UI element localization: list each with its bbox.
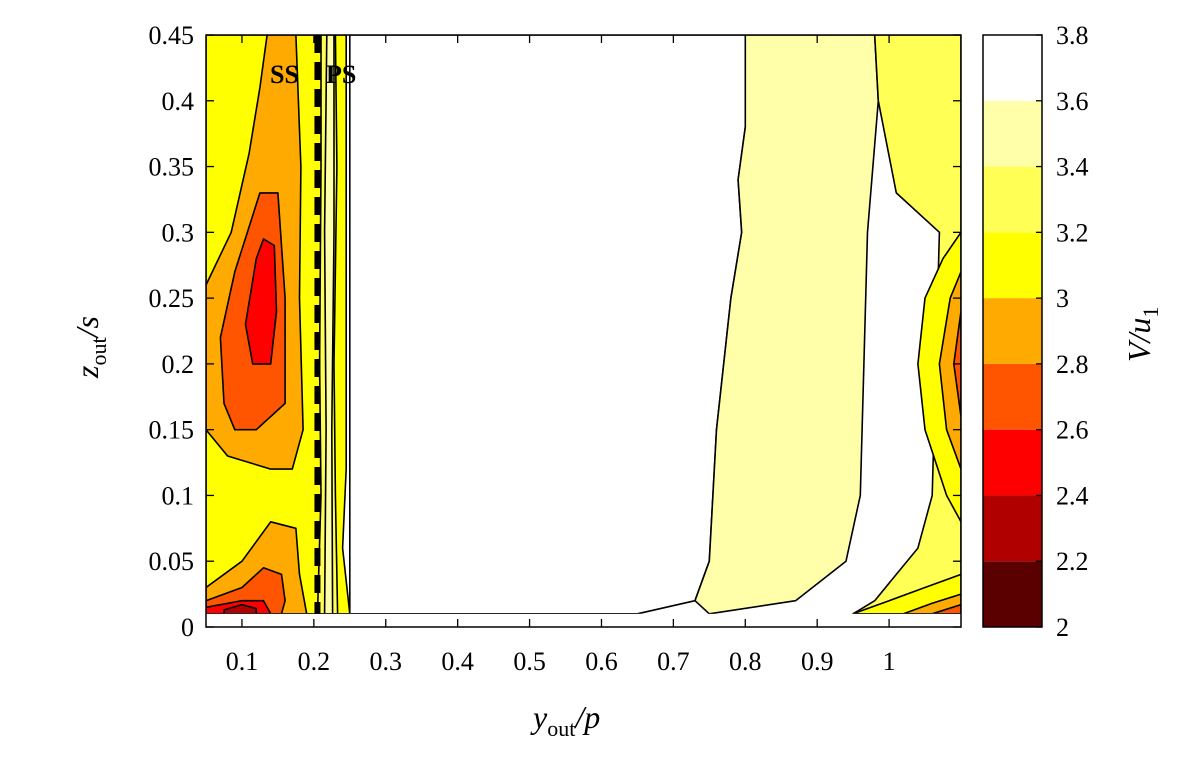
colorbar-tick-label: 2.6 [1056, 416, 1089, 445]
y-tick-label: 0.35 [149, 153, 195, 182]
colorbar-tick-label: 2.8 [1056, 350, 1089, 379]
colorbar-swatch [983, 363, 1042, 430]
x-tick-label: 0.8 [729, 647, 762, 676]
colorbar-tick-label: 3 [1056, 284, 1069, 313]
y-axis-label: zout/s [69, 316, 111, 379]
y-tick-label: 0.3 [162, 218, 195, 247]
x-tick-label: 0.1 [226, 647, 259, 676]
x-tick-label: 0.4 [441, 647, 474, 676]
y-tick-label: 0.45 [149, 21, 195, 50]
no-data-strip [206, 613, 961, 627]
x-tick-label: 0.9 [801, 647, 834, 676]
colorbar-tick-label: 3.2 [1056, 218, 1089, 247]
colorbar-swatch [983, 429, 1042, 496]
x-tick-label: 0.2 [298, 647, 331, 676]
contour-region-14 [938, 270, 961, 470]
colorbar: 2 2.2 2.4 2.6 2.8 3 3.2 3.4 3.6 3.8 [982, 21, 1089, 642]
colorbar-tick-label: 2 [1056, 613, 1069, 642]
contour-region-5 [244, 238, 278, 365]
y-tick-label: 0.25 [149, 284, 195, 313]
annotation-ps: PS [326, 60, 356, 89]
plot-area [206, 35, 961, 627]
contour-region-10 [348, 35, 747, 615]
y-tick-label: 0 [181, 613, 194, 642]
colorbar-swatch [983, 166, 1042, 233]
y-tick-label: 0.1 [162, 481, 195, 510]
y-tick-label: 0.2 [162, 350, 195, 379]
colorbar-swatch [983, 561, 1042, 627]
x-tick-label: 0.7 [657, 647, 690, 676]
contour-region-2 [323, 35, 335, 615]
colorbar-swatch [983, 232, 1042, 299]
x-tick-label: 0.5 [513, 647, 546, 676]
annotation-ss: SS [270, 60, 299, 89]
plot-frame [205, 34, 962, 628]
contour-region-18 [931, 603, 961, 615]
colorbar-tick-label: 2.2 [1056, 547, 1089, 576]
colorbar-label: V/u1 [1121, 307, 1163, 362]
x-tick-label: 1 [883, 647, 896, 676]
y-tick-label: 0.05 [149, 547, 195, 576]
colorbar-tick-label: 3.6 [1056, 87, 1089, 116]
axes: 0.1 0.2 0.3 0.4 0.5 0.6 0.7 0.8 0.9 1 0 0.05 0.1 0.15… [149, 21, 962, 676]
x-axis-label: yout/p [530, 699, 600, 741]
colorbar-swatch [983, 35, 1042, 101]
colorbar-tick-label: 3.8 [1056, 21, 1089, 50]
y-tick-label: 0.4 [162, 87, 195, 116]
contour-region-12 [852, 35, 961, 615]
contour-region-9 [223, 603, 258, 615]
colorbar-tick-label: 3.4 [1056, 153, 1089, 182]
x-tick-label: 0.3 [370, 647, 403, 676]
colorbar-swatch [983, 298, 1042, 364]
colorbar-swatch [983, 495, 1042, 562]
x-tick-label: 0.6 [585, 647, 618, 676]
colorbar-tick-label: 2.4 [1056, 481, 1089, 510]
contour-region-11 [694, 35, 880, 615]
y-tick-label: 0.15 [149, 416, 195, 445]
colorbar-frame [982, 34, 1043, 628]
colorbar-swatch [983, 100, 1042, 167]
